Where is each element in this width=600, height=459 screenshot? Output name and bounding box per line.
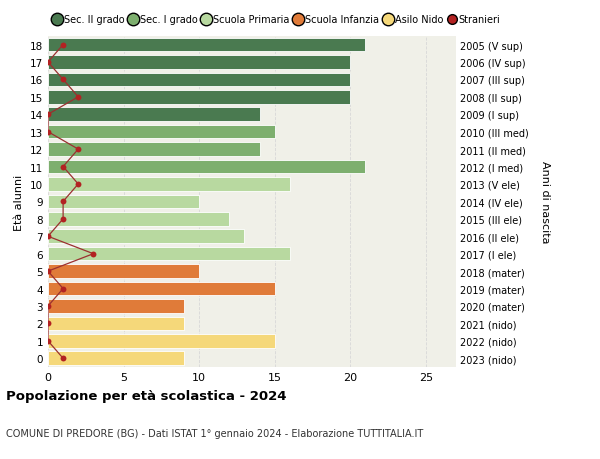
Bar [48,108,260,122]
Bar [48,352,184,365]
Point [73,94,83,101]
Point [43,129,53,136]
Bar [48,213,229,226]
Point [58,77,68,84]
Point [43,302,53,310]
Point [89,251,98,258]
Point [58,198,68,206]
Point [43,233,53,241]
Bar [48,195,199,209]
Point [58,42,68,49]
Point [43,59,53,67]
Point [43,112,53,119]
Bar [48,334,275,348]
Point [58,355,68,362]
Text: Popolazione per età scolastica - 2024: Popolazione per età scolastica - 2024 [6,389,287,403]
Bar [48,73,350,87]
Bar [48,56,350,70]
Bar [48,230,244,244]
Bar [48,91,350,104]
Bar [48,39,365,52]
Bar [48,160,365,174]
Point [58,216,68,223]
Y-axis label: Età alunni: Età alunni [14,174,25,230]
Bar [48,300,184,313]
Point [43,337,53,345]
Point [58,285,68,292]
Bar [48,178,290,191]
Point [58,163,68,171]
Point [73,146,83,153]
Bar [48,265,199,278]
Bar [48,247,290,261]
Bar [48,317,184,330]
Bar [48,143,260,157]
Bar [48,126,275,139]
Bar [48,282,275,296]
Point [43,320,53,327]
Y-axis label: Anni di nascita: Anni di nascita [540,161,550,243]
Legend: Sec. II grado, Sec. I grado, Scuola Primaria, Scuola Infanzia, Asilo Nido, Stran: Sec. II grado, Sec. I grado, Scuola Prim… [53,15,500,25]
Point [43,268,53,275]
Text: COMUNE DI PREDORE (BG) - Dati ISTAT 1° gennaio 2024 - Elaborazione TUTTITALIA.IT: COMUNE DI PREDORE (BG) - Dati ISTAT 1° g… [6,428,423,438]
Point [73,181,83,188]
